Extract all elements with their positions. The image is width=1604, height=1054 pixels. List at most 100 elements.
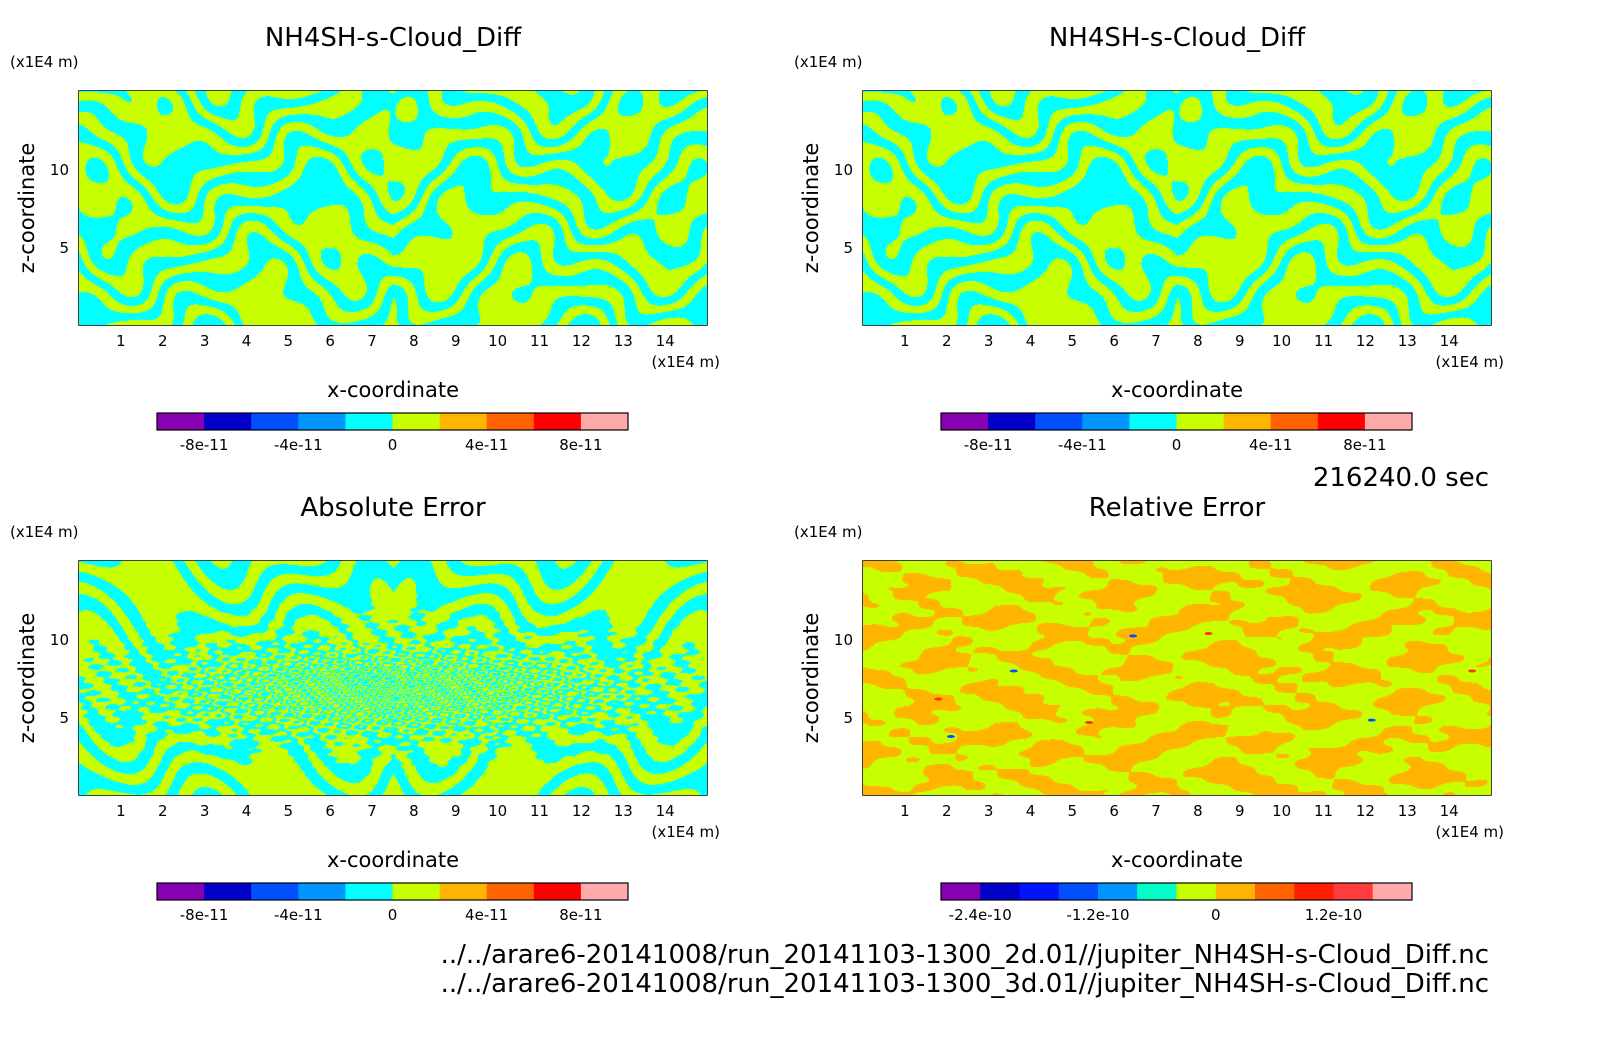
colorbar-swatch: [1019, 883, 1060, 900]
time-label: 216240.0 sec: [1313, 463, 1489, 493]
x-tick-label: 5: [284, 802, 294, 820]
x-tick-label: 12: [572, 802, 591, 820]
colorbar-swatch: [345, 413, 393, 430]
x-tick-label: 8: [409, 802, 419, 820]
z-unit-label: (x1E4 m): [10, 523, 79, 541]
colorbar-tick-label: 4e-11: [1249, 436, 1292, 454]
colorbar-swatch: [533, 883, 582, 900]
x-tick-label: 2: [942, 332, 952, 350]
x-tick-label: 11: [1314, 332, 1333, 350]
y-tick-label: 10: [834, 631, 853, 649]
x-tick-label: 13: [614, 802, 633, 820]
x-tick-label: 4: [1026, 332, 1036, 350]
data-speck: [1085, 720, 1094, 724]
x-tick-label: 4: [242, 802, 252, 820]
x-tick-label: 8: [1193, 802, 1203, 820]
y-tick-label: 5: [843, 709, 853, 727]
x-tick-label: 6: [325, 802, 335, 820]
colorbar-swatch: [1129, 413, 1177, 430]
colorbar-swatch: [1255, 883, 1295, 900]
chart-title: Absolute Error: [300, 493, 486, 523]
colorbar-swatch: [1294, 883, 1334, 900]
x-axis-label: x-coordinate: [1111, 848, 1243, 872]
y-tick-label: 10: [834, 161, 853, 179]
x-tick-label: 3: [200, 332, 210, 350]
data-speck: [946, 735, 955, 738]
y-tick-label: 10: [50, 161, 69, 179]
x-tick-label: 13: [1398, 332, 1417, 350]
colorbar-frame: [940, 882, 1413, 901]
file-path-2d: ../../arare6-20141008/run_20141103-1300_…: [441, 940, 1489, 970]
heatmap-field-4: [863, 561, 1491, 795]
colorbar-swatch: [251, 413, 299, 430]
colorbar-frame: [156, 882, 629, 901]
colorbar-tick-label: -4e-11: [1058, 436, 1107, 454]
x-tick-label: 10: [488, 332, 507, 350]
colorbar-swatch: [298, 413, 346, 430]
colorbar-swatch: [1176, 883, 1217, 900]
colorbar-swatch: [1098, 883, 1138, 900]
colorbar-swatch: [439, 413, 488, 430]
x-tick-label: 7: [1151, 802, 1161, 820]
x-tick-label: 10: [1272, 332, 1291, 350]
x-axis-label: x-coordinate: [327, 848, 459, 872]
x-tick-label: 1: [900, 332, 910, 350]
colorbar-tick-label: -4e-11: [274, 906, 323, 924]
colorbar-tick-label: 8e-11: [1343, 436, 1386, 454]
colorbar-tick-label: 4e-11: [465, 906, 508, 924]
colorbar-swatch: [1082, 413, 1130, 430]
colorbar-swatch: [1058, 883, 1099, 900]
x-tick-label: 7: [367, 332, 377, 350]
colorbar-swatch: [298, 883, 346, 900]
x-tick-label: 5: [1068, 802, 1078, 820]
x-tick-label: 11: [530, 802, 549, 820]
x-tick-label: 3: [984, 332, 994, 350]
x-axis-label: x-coordinate: [1111, 378, 1243, 402]
x-tick-label: 14: [1440, 332, 1459, 350]
colorbar-swatch: [1176, 413, 1225, 430]
x-tick-label: 6: [325, 332, 335, 350]
data-speck: [1367, 718, 1376, 722]
x-tick-label: 2: [158, 332, 168, 350]
colorbar-swatch: [580, 413, 629, 430]
z-unit-label: (x1E4 m): [794, 53, 863, 71]
data-speck: [1009, 669, 1018, 673]
x-tick-label: 5: [284, 332, 294, 350]
colorbar-tick-label: -8e-11: [180, 906, 229, 924]
x-tick-label: 12: [1356, 802, 1375, 820]
data-speck: [1129, 634, 1138, 638]
x-tick-label: 14: [656, 332, 675, 350]
x-tick-label: 9: [1235, 332, 1245, 350]
colorbar-swatch: [204, 413, 252, 430]
colorbar-tick-label: 0: [1211, 906, 1221, 924]
x-tick-label: 3: [200, 802, 210, 820]
colorbar-tick-label: 0: [1172, 436, 1182, 454]
heatmap-field-3: [79, 561, 707, 795]
colorbar-swatch: [345, 883, 393, 900]
y-axis-label: z-coordinate: [15, 143, 39, 274]
colorbar-swatch: [533, 413, 582, 430]
colorbar-tick-label: 4e-11: [465, 436, 508, 454]
heatmap-field-2: [863, 91, 1491, 325]
x-tick-label: 6: [1109, 332, 1119, 350]
colorbar-frame: [940, 412, 1413, 431]
x-tick-label: 12: [572, 332, 591, 350]
x-tick-label: 2: [158, 802, 168, 820]
colorbar-tick-label: 8e-11: [559, 436, 602, 454]
x-tick-label: 6: [1109, 802, 1119, 820]
colorbar-tick-label: -4e-11: [274, 436, 323, 454]
colorbar-tick-label: -2.4e-10: [949, 906, 1012, 924]
colorbar-swatch: [439, 883, 488, 900]
colorbar-tick-label: 0: [388, 436, 398, 454]
x-unit-label: (x1E4 m): [651, 823, 720, 841]
x-tick-label: 3: [984, 802, 994, 820]
z-unit-label: (x1E4 m): [794, 523, 863, 541]
x-unit-label: (x1E4 m): [1435, 353, 1504, 371]
colorbar-swatch: [392, 413, 441, 430]
data-speck: [1204, 632, 1213, 636]
colorbar-swatch: [251, 883, 299, 900]
x-tick-label: 11: [530, 332, 549, 350]
colorbar-swatch: [980, 883, 1020, 900]
x-tick-label: 10: [488, 802, 507, 820]
x-tick-label: 9: [451, 802, 461, 820]
